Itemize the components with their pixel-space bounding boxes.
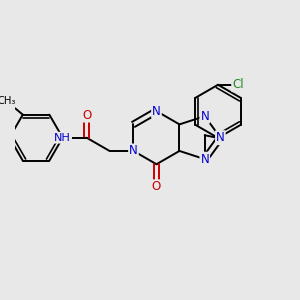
- Text: NH: NH: [54, 133, 71, 143]
- Text: N: N: [216, 131, 225, 144]
- Text: O: O: [152, 180, 161, 193]
- Text: N: N: [200, 153, 209, 166]
- Text: N: N: [152, 105, 161, 118]
- Text: O: O: [82, 109, 91, 122]
- Text: Cl: Cl: [232, 78, 244, 91]
- Text: N: N: [200, 110, 209, 123]
- Text: N: N: [129, 144, 138, 158]
- Text: CH₃: CH₃: [0, 96, 16, 106]
